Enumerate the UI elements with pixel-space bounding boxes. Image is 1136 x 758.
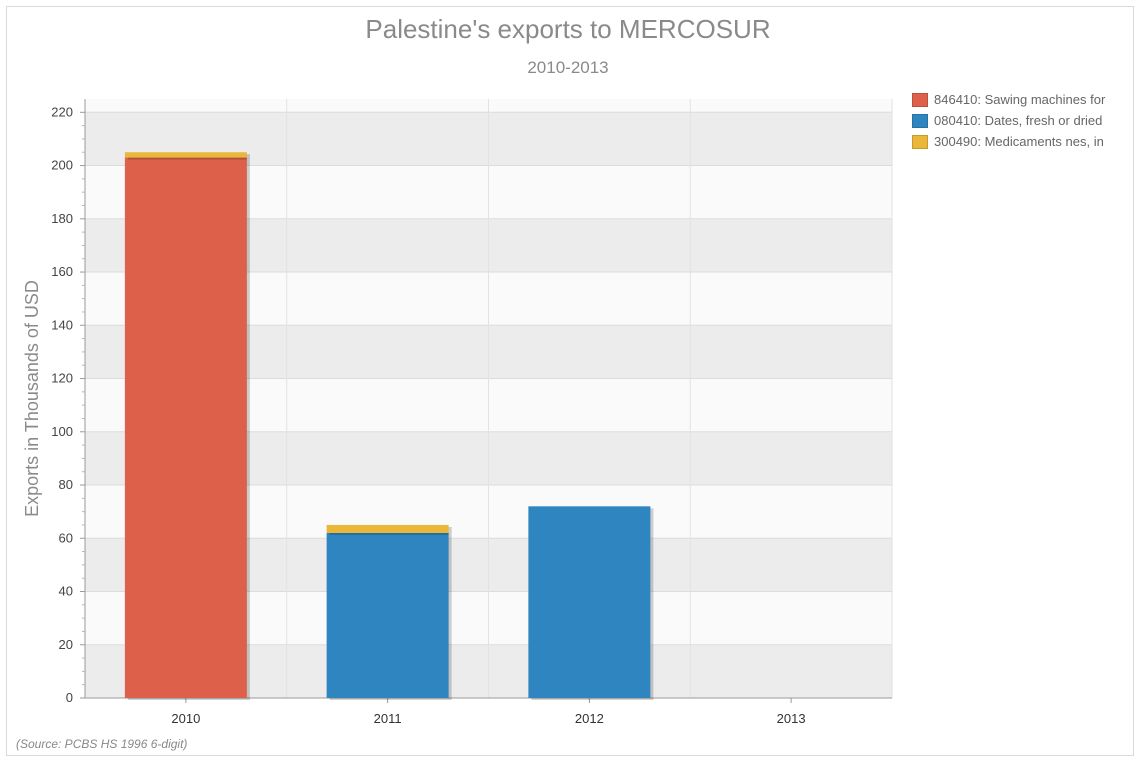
- y-tick-label: 220: [51, 104, 73, 119]
- y-tick-label: 140: [51, 317, 73, 332]
- bar-segment: [326, 524, 449, 533]
- x-tick-label: 2011: [374, 711, 402, 726]
- y-tick-label: 100: [51, 424, 73, 439]
- legend-label: 846410: Sawing machines for: [934, 92, 1106, 107]
- y-tick-label: 200: [51, 158, 73, 173]
- legend-label: 300490: Medicaments nes, in: [934, 134, 1104, 149]
- legend-item[interactable]: 080410: Dates, fresh or dried: [912, 110, 1105, 131]
- legend-item[interactable]: 846410: Sawing machines for: [912, 89, 1105, 110]
- y-tick-label: 160: [51, 264, 73, 279]
- legend-label: 080410: Dates, fresh or dried: [934, 113, 1103, 128]
- x-tick-label: 2013: [777, 711, 806, 726]
- chart-subtitle: 2010-2013: [527, 58, 609, 77]
- bar-segment: [326, 532, 449, 698]
- y-axis-title: Exports in Thousands of USD: [22, 280, 42, 517]
- y-tick-label: 80: [59, 477, 73, 492]
- y-tick-label: 40: [59, 584, 73, 599]
- legend-swatch: [912, 134, 928, 149]
- y-tick-label: 120: [51, 371, 73, 386]
- x-tick-label: 2010: [171, 711, 200, 726]
- bar-segment: [528, 506, 651, 698]
- y-tick-label: 20: [59, 637, 73, 652]
- y-tick-label: 0: [66, 690, 73, 705]
- y-tick-label: 60: [59, 530, 73, 545]
- chart-title: Palestine's exports to MERCOSUR: [365, 14, 771, 44]
- legend: 846410: Sawing machines for 080410: Date…: [912, 89, 1105, 152]
- bar-segment: [124, 157, 247, 698]
- bar-segment: [124, 152, 247, 158]
- source-note: (Source: PCBS HS 1996 6-digit): [16, 737, 188, 751]
- y-tick-label: 180: [51, 211, 73, 226]
- x-tick-label: 2012: [575, 711, 604, 726]
- legend-swatch: [912, 113, 928, 128]
- legend-item[interactable]: 300490: Medicaments nes, in: [912, 131, 1105, 152]
- legend-swatch: [912, 92, 928, 107]
